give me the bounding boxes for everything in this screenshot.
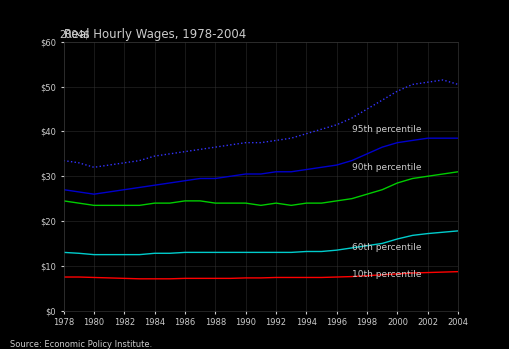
Text: Source: Economic Policy Institute.: Source: Economic Policy Institute. [10, 340, 152, 349]
Text: Real Hourly Wages, 1978-2004: Real Hourly Wages, 1978-2004 [64, 28, 246, 41]
Text: 90th percentile: 90th percentile [352, 163, 421, 172]
Text: 2004$: 2004$ [60, 29, 91, 39]
Text: 10th percentile: 10th percentile [352, 270, 421, 279]
Text: 60th percentile: 60th percentile [352, 243, 421, 252]
Text: 95th percentile: 95th percentile [352, 125, 421, 134]
